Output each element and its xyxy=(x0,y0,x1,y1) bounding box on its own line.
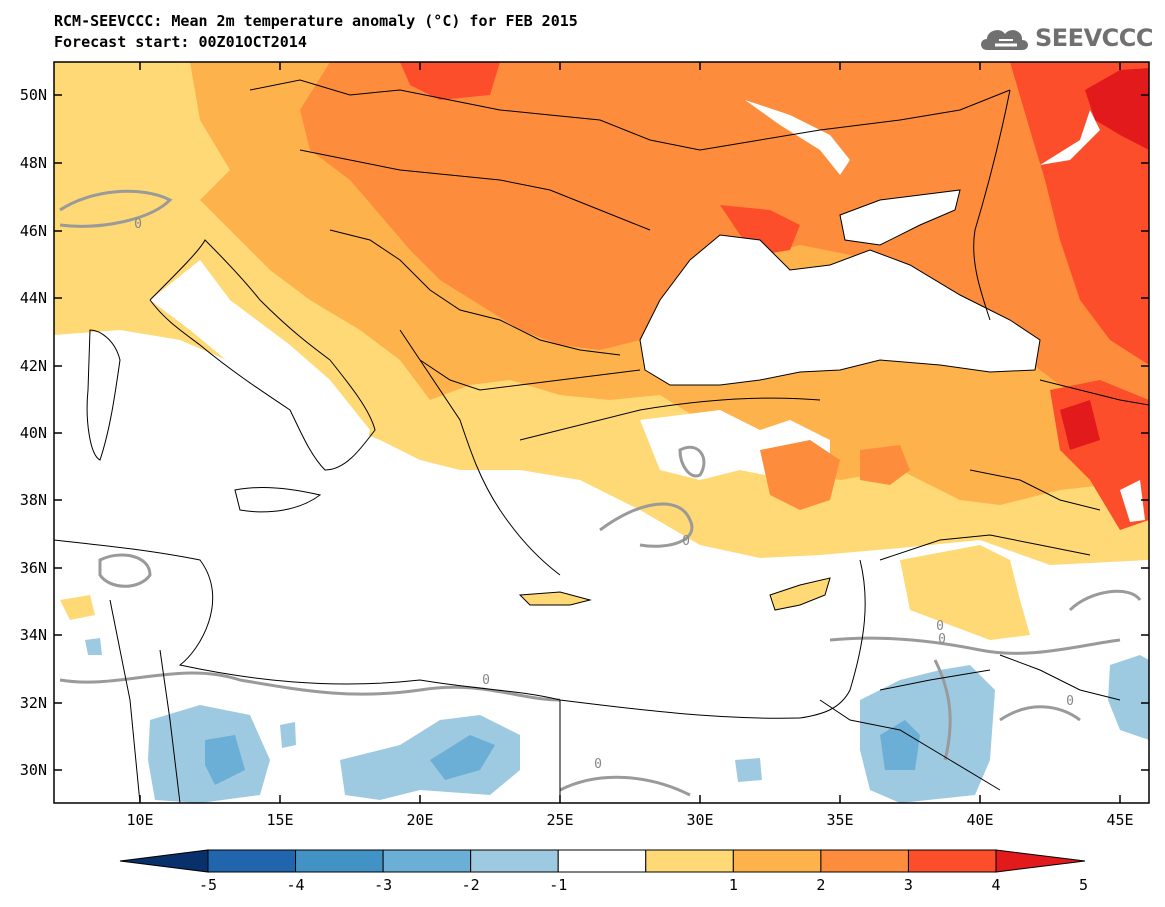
contour-zero-label: 0 xyxy=(1066,694,1074,709)
colorbar-tick-label: -4 xyxy=(287,876,305,894)
lat-label: 34N xyxy=(20,626,47,644)
lat-label: 36N xyxy=(20,559,47,577)
contour-zero-label: 0 xyxy=(682,534,690,549)
colorbar-box xyxy=(645,849,734,873)
colorbar-box xyxy=(820,849,909,873)
lon-label: 40E xyxy=(966,811,993,829)
colorbar-box xyxy=(470,849,559,873)
colorbar-tick-label: 2 xyxy=(816,876,825,894)
anomaly-fill-layer xyxy=(54,62,1149,803)
lon-label: 20E xyxy=(406,811,433,829)
colorbar-tick-label: 3 xyxy=(904,876,913,894)
lon-label: 10E xyxy=(126,811,153,829)
contour-zero-label: 0 xyxy=(594,757,602,772)
lat-label: 32N xyxy=(20,694,47,712)
coastlines-and-borders xyxy=(54,79,1149,803)
lat-label: 40N xyxy=(20,424,47,442)
lat-label: 38N xyxy=(20,491,47,509)
lon-label: 35E xyxy=(826,811,853,829)
lat-label: 42N xyxy=(20,357,47,375)
lat-label: 30N xyxy=(20,761,47,779)
lat-label: 46N xyxy=(20,222,47,240)
colorbar-tick-label: 4 xyxy=(991,876,1000,894)
lon-label: 30E xyxy=(686,811,713,829)
colorbar-box xyxy=(207,849,297,873)
colorbar-box xyxy=(732,849,822,873)
lon-label: 45E xyxy=(1106,811,1133,829)
colorbar-high-arrow xyxy=(995,849,1086,873)
lon-label: 25E xyxy=(546,811,573,829)
axis-ticks: 10E 15E 20E 25E 30E 35E 40E 45E 50N 48N 46N 44N 42N 4… xyxy=(20,62,1149,829)
seevccc-logo: SEEVCCC xyxy=(977,22,1154,54)
zero-contour-lines xyxy=(59,189,1142,797)
colorbar: -5 -4 -3 -2 -1 1 2 3 4 5 xyxy=(119,849,1088,894)
contour-zero-label: 0 xyxy=(938,632,946,647)
colorbar-tick-label: 1 xyxy=(729,876,738,894)
cloud-icon xyxy=(981,30,1028,50)
colorbar-tick-label: -1 xyxy=(549,876,567,894)
colorbar-tick-label: 5 xyxy=(1079,876,1088,894)
lat-label: 48N xyxy=(20,154,47,172)
colorbar-tick-label: -2 xyxy=(462,876,480,894)
forecast-start-subtitle: Forecast start: 00Z01OCT2014 xyxy=(54,33,307,51)
contour-zero-label: 0 xyxy=(482,673,490,688)
colorbar-box xyxy=(907,849,997,873)
colorbar-box xyxy=(557,849,647,873)
colorbar-tick-label: -3 xyxy=(374,876,392,894)
colorbar-box xyxy=(295,849,384,873)
lon-label: 15E xyxy=(266,811,293,829)
colorbar-low-arrow xyxy=(119,849,209,873)
lat-label: 50N xyxy=(20,86,47,104)
colorbar-tick-label: -5 xyxy=(199,876,217,894)
contour-zero-label: 0 xyxy=(134,217,142,232)
contour-zero-label: 0 xyxy=(936,619,944,634)
map-title: RCM-SEEVCCC: Mean 2m temperature anomaly… xyxy=(54,12,578,30)
colorbar-box xyxy=(382,849,472,873)
lat-label: 44N xyxy=(20,289,47,307)
